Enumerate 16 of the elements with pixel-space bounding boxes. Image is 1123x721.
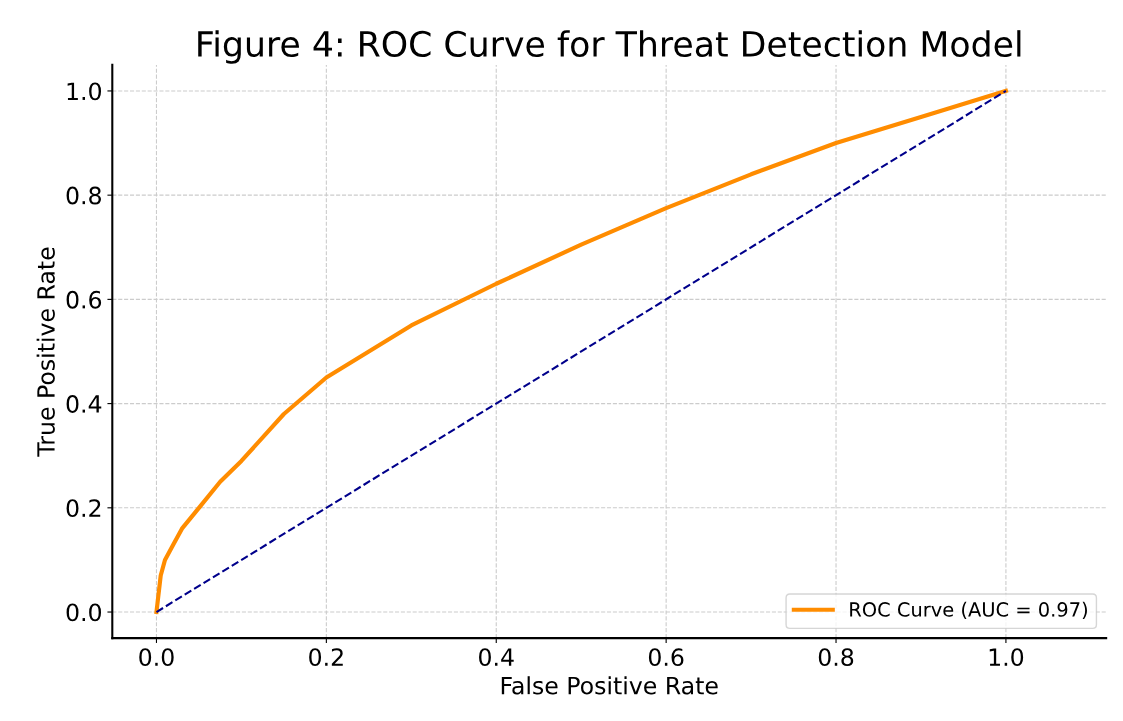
x-tick-label: 1.0 — [989, 648, 1024, 667]
x-axis-title: False Positive Rate — [501, 676, 718, 695]
x-tick-label: 0.2 — [309, 648, 343, 667]
x-tick-label: 0.4 — [479, 648, 514, 667]
x-tick-label: 0.8 — [818, 648, 854, 667]
y-tick-label: 0.2 — [66, 499, 101, 518]
y-tick-label: 1.0 — [67, 82, 102, 101]
y-tick-label: 0.4 — [66, 395, 102, 413]
x-tick-label: 0.0 — [139, 648, 174, 667]
y-tick-label: 0.0 — [66, 603, 102, 622]
legend-label: ROC Curve (AUC = 0.97) — [850, 601, 1087, 620]
y-axis-title: True Positive Rate — [36, 247, 55, 457]
y-tick-label: 0.6 — [66, 290, 102, 309]
chart-title: Figure 4: ROC Curve for Threat Detection Model — [198, 30, 1021, 64]
x-tick-label: 0.6 — [648, 648, 684, 667]
y-tick-label: 0.8 — [66, 186, 101, 205]
